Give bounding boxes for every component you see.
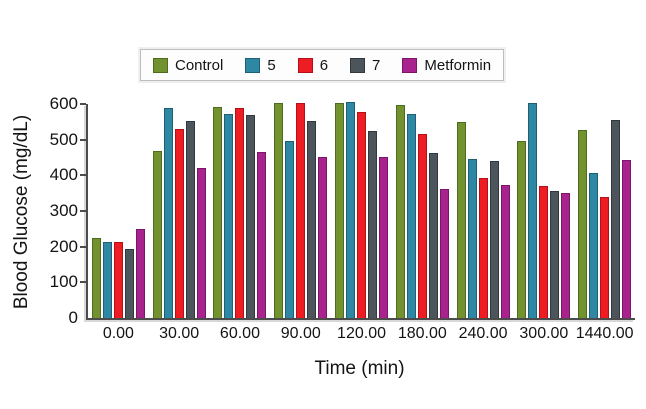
bar-6-30.00 <box>174 129 184 318</box>
x-tick-label-0.00: 0.00 <box>102 325 134 342</box>
x-tick-label-30.00: 30.00 <box>159 325 200 342</box>
y-tick-label-500: 500 <box>49 129 78 149</box>
bar-metformin-300.00 <box>561 192 571 318</box>
bar-5-60.00 <box>224 114 234 318</box>
bar-5-1440.00 <box>589 172 599 318</box>
bar-metformin-180.00 <box>439 188 449 318</box>
y-tick-label-100: 100 <box>49 272 78 292</box>
legend-item-5: 5 <box>245 56 276 74</box>
legend-item-7: 7 <box>350 56 381 74</box>
y-axis-title: Blood Glucose (mg/dL) <box>11 114 32 310</box>
bar-group-180.00 <box>392 104 453 318</box>
y-tick-mark <box>80 174 86 177</box>
bar-5-240.00 <box>467 159 477 318</box>
bar-5-180.00 <box>406 114 416 318</box>
bar-6-0.00 <box>113 242 123 318</box>
x-tick-label-300.00: 300.00 <box>519 325 569 342</box>
bar-group-1440.00 <box>574 104 635 318</box>
bar-6-1440.00 <box>600 196 610 318</box>
bar-group-0.00 <box>88 104 149 318</box>
bar-control-1440.00 <box>578 130 588 318</box>
y-tick-mark <box>80 281 86 284</box>
legend-item-metformin: Metformin <box>402 56 492 74</box>
bar-6-240.00 <box>478 177 488 318</box>
x-tick-label-240.00: 240.00 <box>458 325 508 342</box>
bar-5-30.00 <box>163 108 173 318</box>
bar-metformin-30.00 <box>196 167 206 318</box>
bar-metformin-240.00 <box>500 185 510 318</box>
bar-control-60.00 <box>213 106 223 318</box>
x-tick-labels: 0.00 30.00 60.00 90.00 120.00 180.00 240.00 300… <box>88 325 635 343</box>
legend-swatch-icon <box>153 57 168 73</box>
legend-label: Metformin <box>424 56 492 74</box>
bar-5-0.00 <box>102 242 112 318</box>
legend-label: 7 <box>372 56 381 74</box>
y-tick-label-0: 0 <box>68 308 78 327</box>
bar-7-60.00 <box>246 115 256 318</box>
y-tick-label-600: 600 <box>49 94 78 113</box>
bar-control-120.00 <box>335 102 345 318</box>
legend-item-6: 6 <box>297 56 329 74</box>
x-tick-label-60.00: 60.00 <box>219 325 260 342</box>
bar-control-240.00 <box>456 121 466 318</box>
bar-5-90.00 <box>285 140 295 318</box>
legend-swatch-icon <box>245 57 261 73</box>
y-tick-label-400: 400 <box>49 165 78 185</box>
bar-control-300.00 <box>517 140 527 318</box>
bar-7-1440.00 <box>611 120 621 318</box>
bar-group-60.00 <box>210 104 271 318</box>
y-tick-mark <box>80 245 86 248</box>
y-tick-mark <box>80 138 86 141</box>
legend: Control 5 6 7 Metformin <box>140 49 505 81</box>
bar-series-container <box>88 102 635 318</box>
legend-swatch-icon <box>297 57 313 73</box>
y-tick-mark <box>80 210 86 212</box>
bar-6-180.00 <box>417 134 427 318</box>
legend-swatch-icon <box>402 57 418 73</box>
bar-group-300.00 <box>513 102 574 318</box>
bar-7-30.00 <box>185 120 195 318</box>
bar-metformin-90.00 <box>318 156 328 318</box>
bar-7-0.00 <box>124 248 134 318</box>
bar-7-240.00 <box>489 161 499 318</box>
bar-5-120.00 <box>346 102 356 318</box>
x-tick-label-180.00: 180.00 <box>397 325 447 342</box>
bar-group-90.00 <box>270 102 331 318</box>
legend-label: 5 <box>267 56 276 74</box>
bar-7-120.00 <box>368 130 378 318</box>
bar-7-300.00 <box>550 191 560 318</box>
bar-5-300.00 <box>528 102 538 318</box>
bar-metformin-60.00 <box>257 151 267 318</box>
bar-control-90.00 <box>274 103 284 318</box>
x-tick-label-1440.00: 1440.00 <box>575 325 634 342</box>
bar-7-90.00 <box>307 120 317 318</box>
bar-metformin-120.00 <box>379 156 389 318</box>
bar-metformin-1440.00 <box>622 160 632 318</box>
bar-group-120.00 <box>331 102 392 318</box>
bar-7-180.00 <box>428 152 438 318</box>
legend-item-control: Control <box>153 56 224 74</box>
bar-6-120.00 <box>357 111 367 318</box>
bar-group-240.00 <box>453 104 514 318</box>
legend-swatch-icon <box>350 57 366 73</box>
bar-control-180.00 <box>395 104 405 318</box>
x-tick-label-120.00: 120.00 <box>337 325 386 342</box>
bar-6-90.00 <box>296 102 306 318</box>
bar-metformin-0.00 <box>135 228 145 318</box>
legend-label: Control <box>175 56 224 74</box>
bar-control-30.00 <box>152 151 162 318</box>
legend-label: 6 <box>319 56 329 74</box>
bar-6-300.00 <box>539 186 549 318</box>
y-tick-mark <box>80 103 86 105</box>
x-axis-title: Time (min) <box>314 358 405 379</box>
bar-6-60.00 <box>235 107 245 318</box>
plot-area: 0.00 30.00 60.00 90.00 120.00 180.00 240.00 300… <box>50 95 635 342</box>
bar-control-0.00 <box>91 237 101 318</box>
bar-group-30.00 <box>149 104 210 318</box>
y-tick-label-300: 300 <box>49 201 78 220</box>
x-tick-label-90.00: 90.00 <box>280 325 321 342</box>
y-tick-label-200: 200 <box>49 236 78 256</box>
